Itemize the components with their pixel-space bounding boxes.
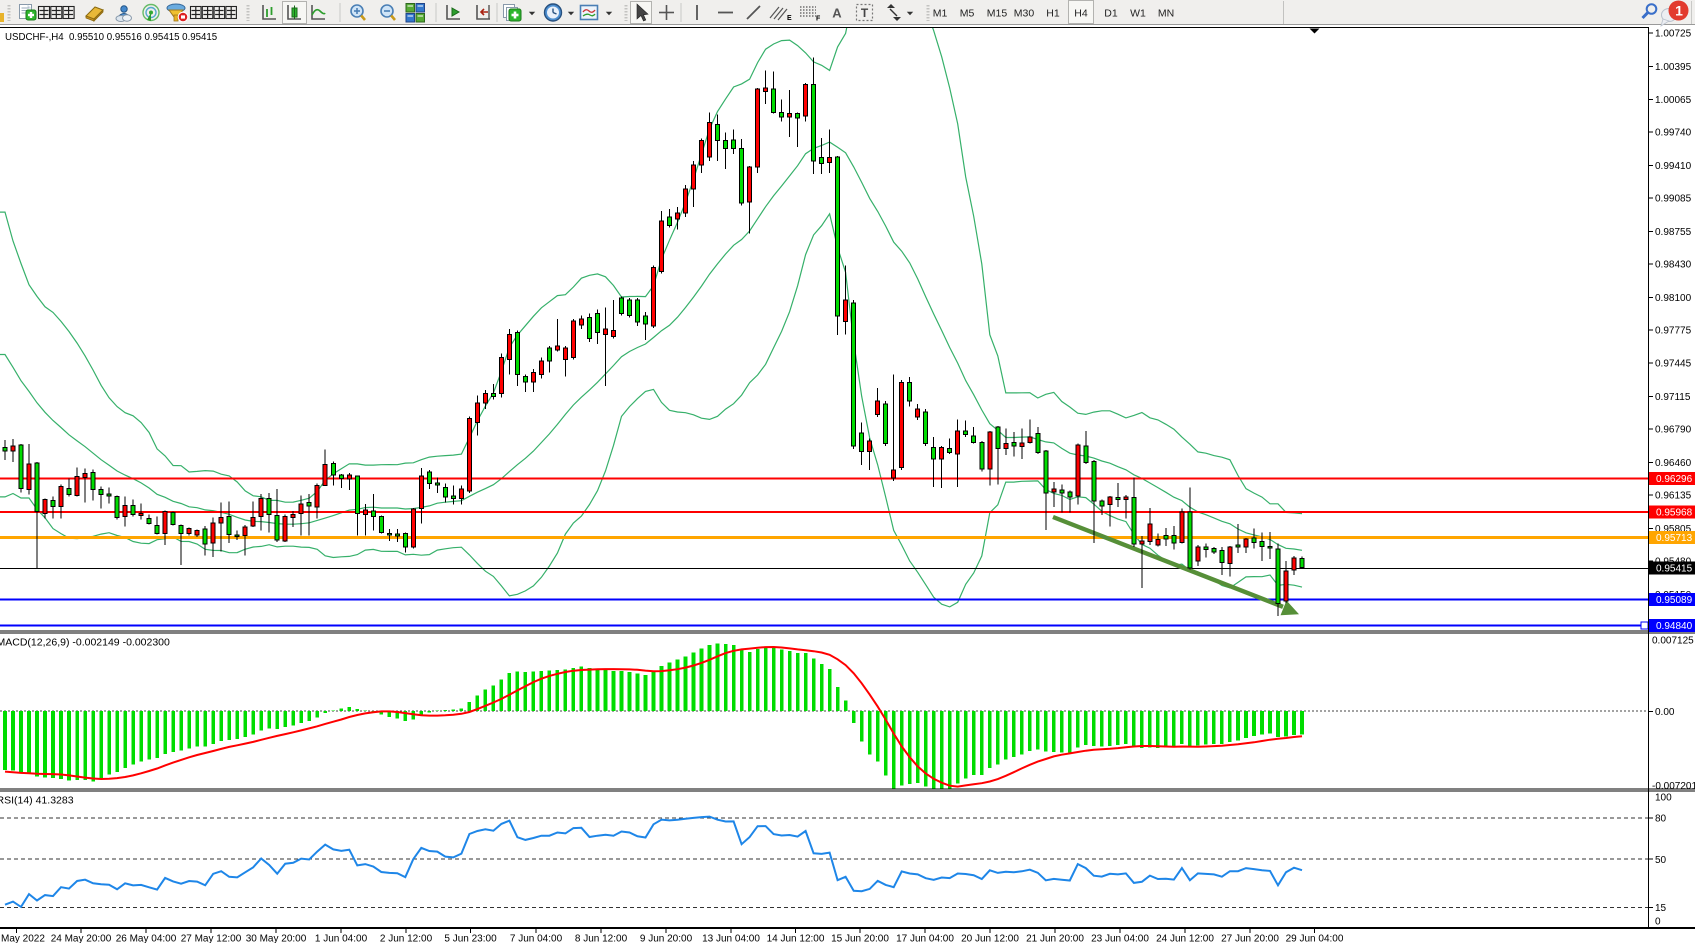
svg-text:0.96790: 0.96790 [1655, 425, 1692, 436]
svg-text:0.97445: 0.97445 [1655, 359, 1692, 370]
svg-text:0.94840: 0.94840 [1656, 621, 1693, 632]
svg-text:1.00725: 1.00725 [1655, 29, 1692, 40]
svg-text:100: 100 [1655, 793, 1672, 804]
svg-text:W1: W1 [1130, 8, 1146, 20]
svg-text:24 Jun 12:00: 24 Jun 12:00 [1156, 934, 1214, 943]
svg-text:F: F [816, 16, 821, 23]
svg-text:M5: M5 [960, 8, 975, 20]
svg-text:1.00395: 1.00395 [1655, 62, 1692, 73]
svg-text:0.007125: 0.007125 [1652, 636, 1694, 647]
svg-text:MACD(12,26,9) -0.002149 -0.002: MACD(12,26,9) -0.002149 -0.002300 [0, 637, 170, 649]
svg-text:0.97115: 0.97115 [1655, 392, 1691, 403]
svg-text:0.96296: 0.96296 [1656, 474, 1693, 485]
svg-text:0.96460: 0.96460 [1655, 458, 1692, 469]
svg-text:E: E [787, 15, 792, 22]
svg-text:0.95089: 0.95089 [1656, 595, 1693, 606]
svg-text:0.95713: 0.95713 [1656, 533, 1693, 544]
svg-text:7 Jun 04:00: 7 Jun 04:00 [510, 934, 563, 943]
svg-text:M1: M1 [933, 8, 948, 20]
svg-text:23 Jun 04:00: 23 Jun 04:00 [1091, 934, 1149, 943]
svg-text:26 May 04:00: 26 May 04:00 [116, 934, 177, 943]
svg-text:0.95415: 0.95415 [1656, 564, 1693, 575]
svg-text:0.97775: 0.97775 [1655, 326, 1692, 337]
svg-text:H1: H1 [1046, 8, 1060, 20]
svg-text:9 Jun 20:00: 9 Jun 20:00 [640, 934, 693, 943]
svg-text:M30: M30 [1014, 8, 1035, 20]
svg-text:0.99085: 0.99085 [1655, 194, 1692, 205]
svg-text:May 2022: May 2022 [1, 934, 45, 943]
svg-text:0.00: 0.00 [1655, 707, 1675, 718]
svg-text:13 Jun 04:00: 13 Jun 04:00 [702, 934, 760, 943]
svg-text:17 Jun 04:00: 17 Jun 04:00 [896, 934, 954, 943]
svg-text:5 Jun 23:00: 5 Jun 23:00 [444, 934, 497, 943]
svg-text:0: 0 [1655, 917, 1661, 928]
svg-text:0.98755: 0.98755 [1655, 227, 1692, 238]
svg-text:0.99740: 0.99740 [1655, 128, 1692, 139]
svg-text:29 Jun 04:00: 29 Jun 04:00 [1286, 934, 1344, 943]
svg-text:T: T [861, 6, 869, 20]
svg-text:50: 50 [1655, 855, 1667, 866]
svg-text:0.95805: 0.95805 [1655, 524, 1692, 535]
svg-text:1 Jun 04:00: 1 Jun 04:00 [315, 934, 368, 943]
svg-text:24 May 20:00: 24 May 20:00 [51, 934, 112, 943]
svg-text:RSI(14) 41.3283: RSI(14) 41.3283 [0, 795, 74, 807]
svg-text:MN: MN [1158, 8, 1174, 20]
svg-text:1.00065: 1.00065 [1655, 95, 1692, 106]
svg-text:0.98100: 0.98100 [1655, 293, 1692, 304]
svg-text:M15: M15 [987, 8, 1008, 20]
svg-text:-0.007201: -0.007201 [1652, 781, 1695, 792]
svg-text:1: 1 [1675, 3, 1683, 19]
svg-text:27 May 12:00: 27 May 12:00 [181, 934, 242, 943]
svg-text:D1: D1 [1104, 8, 1118, 20]
svg-text:H4: H4 [1074, 8, 1088, 20]
svg-text:80: 80 [1655, 814, 1667, 825]
svg-text:0.96135: 0.96135 [1655, 491, 1692, 502]
svg-text:21 Jun 20:00: 21 Jun 20:00 [1026, 934, 1084, 943]
svg-text:15: 15 [1655, 903, 1667, 914]
svg-text:8 Jun 12:00: 8 Jun 12:00 [575, 934, 628, 943]
svg-text:20 Jun 12:00: 20 Jun 12:00 [961, 934, 1019, 943]
svg-text:0.99410: 0.99410 [1655, 161, 1692, 172]
svg-text:2 Jun 12:00: 2 Jun 12:00 [380, 934, 433, 943]
svg-text:27 Jun 20:00: 27 Jun 20:00 [1221, 934, 1279, 943]
svg-text:15 Jun 20:00: 15 Jun 20:00 [831, 934, 889, 943]
svg-text:USDCHF-,H4 0.95510 0.95516 0.: USDCHF-,H4 0.95510 0.95516 0.95415 0.954… [5, 32, 217, 43]
svg-text:30 May 20:00: 30 May 20:00 [246, 934, 307, 943]
svg-text:0.98430: 0.98430 [1655, 260, 1692, 271]
svg-text:14 Jun 12:00: 14 Jun 12:00 [767, 934, 825, 943]
svg-text:0.95968: 0.95968 [1656, 507, 1693, 518]
svg-text:A: A [832, 6, 842, 21]
